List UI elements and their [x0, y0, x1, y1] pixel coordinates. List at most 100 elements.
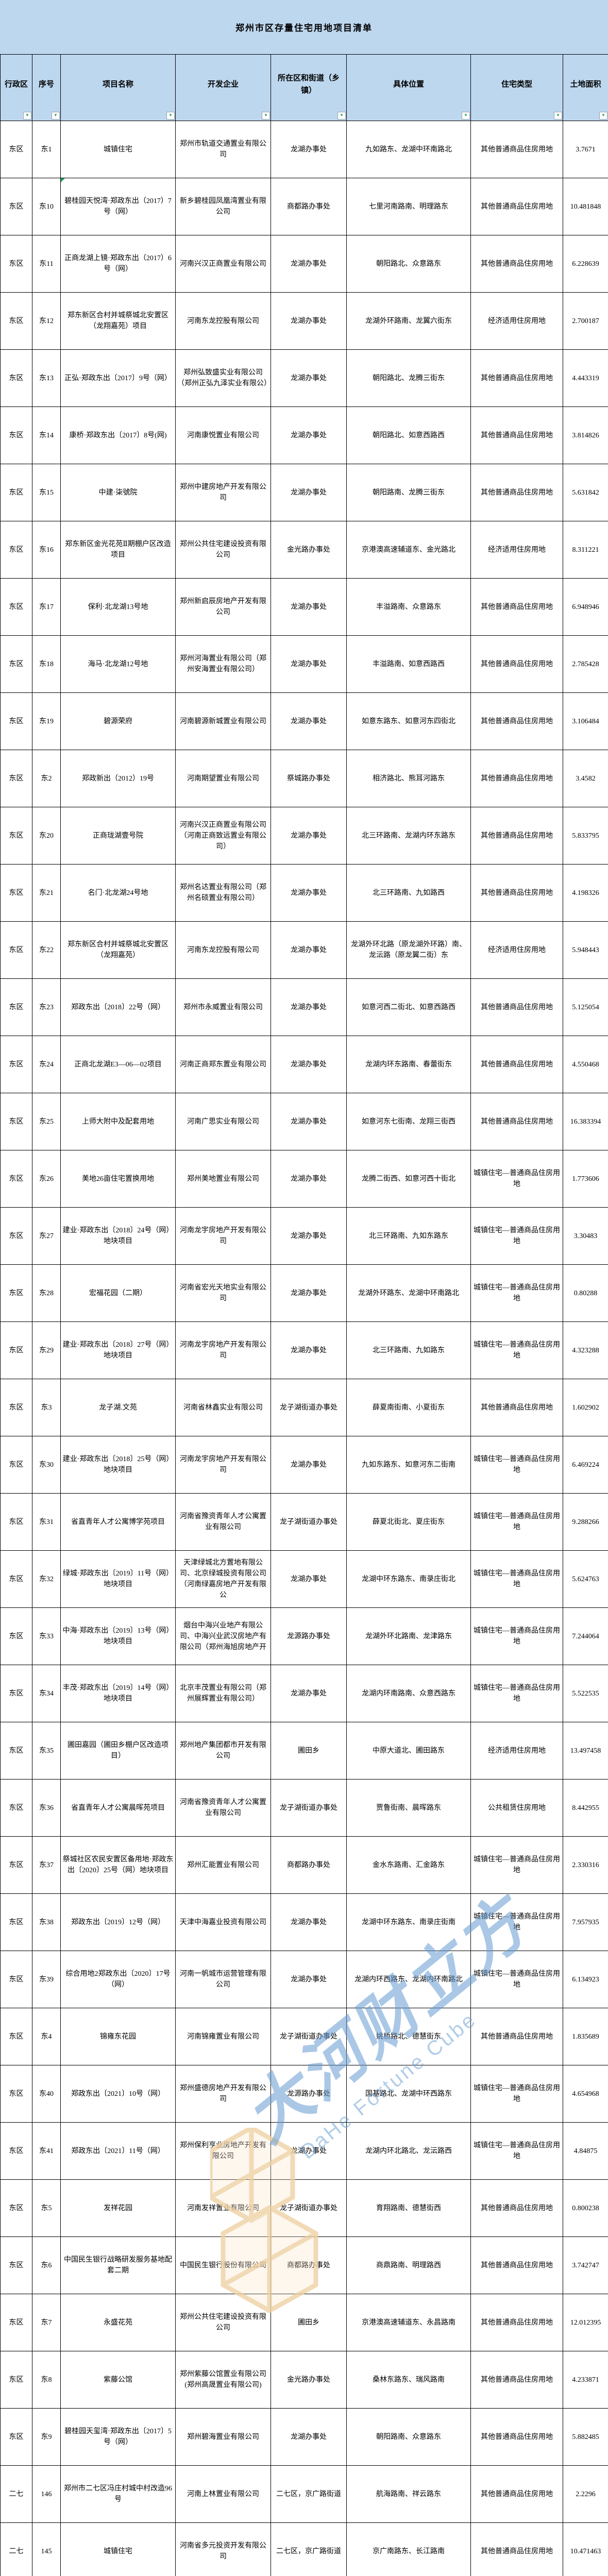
cell-location: 龙湖外环路东、龙湖中环南路北: [346, 1264, 471, 1322]
cell-housing-type: 城镇住宅—普通商品住房用地: [470, 1550, 563, 1608]
cell-land-area: 5.125054: [563, 978, 608, 1036]
cell-project-name: 正商龙湖上镜·郑政东出（2017）6号（网）: [60, 235, 176, 293]
cell-project-name: 绿城·郑政东出〔2019〕11号（网）地块项目: [60, 1550, 176, 1608]
cell-land-area: 5.833795: [563, 807, 608, 865]
cell-project-name: 锦雍东花园: [60, 2008, 176, 2065]
table-row: 东区 东2 郑政新出（2012）19号 河南期望置业有限公司 祭城路办事处 相济路北、熊耳…: [0, 750, 608, 807]
cell-land-area: 0.80288: [563, 1264, 608, 1322]
cell-project-name: 郑政东出〔2019〕12号（网）: [60, 1893, 176, 1951]
cell-land-area: 5.522535: [563, 1665, 608, 1722]
table-row: 东区 东13 正弘·郑政东出〔2017〕9号（网） 郑州弘致盛实业有限公司（郑州正弘九…: [0, 349, 608, 407]
cell-project-name: 海马·北龙湖12号地: [60, 635, 176, 693]
cell-district-street: 圃田乡: [271, 1722, 347, 1780]
cell-district: 东区: [0, 1951, 32, 2008]
cell-land-area: 13.497458: [563, 1722, 608, 1780]
cell-housing-type: 其他普通商品住房用地: [470, 750, 563, 807]
cell-project-name: 上师大附中及配套用地: [60, 1093, 176, 1150]
cell-land-area: 10.471463: [563, 2522, 608, 2576]
table-row: 东区 东28 宏福花园（二期） 河南省宏光天地实业有限公司 龙湖办事处 龙湖外环路东、龙湖…: [0, 1264, 608, 1322]
cell-housing-type: 其他普通商品住房用地: [470, 2179, 563, 2237]
cell-project-name: 碧桂园天玺湾·郑政东出〔2017〕5号（网）: [60, 2408, 176, 2466]
table-row: 东区 东3 龙子湖.文苑 河南省林鑫实业有限公司 龙子湖街道办事处 薛夏南街南、小夏街东其…: [0, 1379, 608, 1436]
filter-dropdown-icon[interactable]: ▼: [462, 112, 470, 120]
column-header-housing-type: 住宅类型 ▼: [470, 54, 563, 121]
cell-district: 东区: [0, 1036, 32, 1093]
table-row: 东区 东38 郑政东出〔2019〕12号（网） 天津中海嘉业投资有限公司 龙湖办事处 龙湖…: [0, 1893, 608, 1951]
table-row: 东区 东26 美地26亩住宅置换用地 郑州美地置业有限公司 龙湖办事处 龙腾二街西、如意河…: [0, 1150, 608, 1208]
cell-location: 丰溢路南、如意西路西: [346, 635, 471, 693]
cell-serial: 东11: [32, 235, 61, 293]
cell-serial: 东20: [32, 807, 61, 865]
cell-housing-type: 城镇住宅—普通商品住房用地: [470, 1607, 563, 1665]
table-row: 东区 东9 碧桂园天玺湾·郑政东出〔2017〕5号（网） 郑州碧海置业有限公司 龙湖办事…: [0, 2408, 608, 2466]
cell-district-street: 龙子湖街道办事处: [271, 1493, 347, 1551]
cell-district-street: 商都路办事处: [271, 178, 347, 235]
cell-land-area: 4.654968: [563, 2065, 608, 2123]
cell-district: 东区: [0, 406, 32, 464]
cell-location: 育翔路南、德慧街西: [346, 2179, 471, 2237]
cell-housing-type: 其他普通商品住房用地: [470, 2408, 563, 2466]
cell-serial: 东30: [32, 1436, 61, 1494]
cell-project-name: 龙子湖.文苑: [60, 1379, 176, 1436]
cell-land-area: 3.30483: [563, 1207, 608, 1265]
cell-location: 中原大道北、圃田路东: [346, 1722, 471, 1780]
cell-land-area: 1.835689: [563, 2008, 608, 2065]
cell-housing-type: 其他普通商品住房用地: [470, 2351, 563, 2409]
cell-serial: 东6: [32, 2236, 61, 2294]
table-row: 东区 东17 保利·北龙湖13号地 郑州新启辰房地产开发有限公司 龙湖办事处 丰溢路南、众…: [0, 578, 608, 636]
cell-developer: 郑州碧海置业有限公司: [175, 2408, 271, 2466]
cell-serial: 东10: [32, 178, 61, 235]
cell-location: 朝阳路北、龙腾三街东: [346, 349, 471, 407]
cell-district-street: 金光路办事处: [271, 2351, 347, 2409]
cell-developer: 郑州盛德房地产开发有限公司: [175, 2065, 271, 2123]
cell-land-area: 1.773606: [563, 1150, 608, 1208]
cell-developer: 河南碧源新城置业有限公司: [175, 692, 271, 750]
cell-housing-type: 其他普通商品住房用地: [470, 235, 563, 293]
filter-dropdown-icon[interactable]: ▼: [337, 112, 346, 120]
cell-location: 航海路南、祥云路东: [346, 2465, 471, 2523]
cell-land-area: 4.323288: [563, 1321, 608, 1379]
cell-district: 东区: [0, 1093, 32, 1150]
cell-housing-type: 城镇住宅—普通商品住房用地: [470, 2065, 563, 2123]
cell-district: 二七: [0, 2522, 32, 2576]
cell-district: 东区: [0, 178, 32, 235]
header-row: 行政区 ▼ 序号 ▼ 项目名称 ▼ 开发企业 ▼ 所在区和街道（乡镇） ▼ 具体位置 ▼ 住宅类型 ▼ 土地…: [0, 54, 608, 121]
cell-land-area: 9.288266: [563, 1493, 608, 1551]
cell-location: 北三环路南、九如东路东: [346, 1207, 471, 1265]
cell-housing-type: 其他普通商品住房用地: [470, 2294, 563, 2351]
cell-location: 北三环路南、龙湖内环东路东: [346, 807, 471, 865]
cell-district-street: 龙湖办事处: [271, 1321, 347, 1379]
cell-developer: 河南兴汉正商置业有限公司: [175, 235, 271, 293]
filter-dropdown-icon[interactable]: ▼: [262, 112, 270, 120]
cell-district: 东区: [0, 2236, 32, 2294]
cell-location: 贾鲁街南、晨晖路东: [346, 1779, 471, 1837]
table-row: 东区 东31 省直青年人才公寓博学苑项目 河南省豫资青年人才公寓置业有限公司 龙子湖街道…: [0, 1493, 608, 1551]
cell-district-street: 龙源路办事处: [271, 1607, 347, 1665]
cell-land-area: 4.84875: [563, 2122, 608, 2180]
cell-land-area: 5.624763: [563, 1550, 608, 1608]
cell-serial: 东22: [32, 921, 61, 979]
cell-district: 东区: [0, 121, 32, 178]
cell-location: 龙湖内环西路东、龙湖内环南路北: [346, 1951, 471, 2008]
cell-district: 东区: [0, 2294, 32, 2351]
filter-dropdown-icon[interactable]: ▼: [166, 112, 175, 120]
cell-district: 东区: [0, 750, 32, 807]
filter-dropdown-icon[interactable]: ▼: [554, 112, 562, 120]
cell-district-street: 龙湖办事处: [271, 864, 347, 922]
filter-dropdown-icon[interactable]: ▼: [23, 112, 31, 120]
cell-land-area: 3.814826: [563, 406, 608, 464]
cell-developer: 河南期望置业有限公司: [175, 750, 271, 807]
cell-location: 七里河南路南、明理路东: [346, 178, 471, 235]
cell-district-street: 商都路办事处: [271, 2236, 347, 2294]
cell-land-area: 5.631842: [563, 464, 608, 521]
cell-district-street: 龙子湖街道办事处: [271, 1379, 347, 1436]
filter-dropdown-icon[interactable]: ▼: [599, 112, 607, 120]
table-row: 东区 东25 上师大附中及配套用地 河南广思实业有限公司 龙湖办事处 如意河东七街南、龙翔…: [0, 1093, 608, 1150]
filter-dropdown-icon[interactable]: ▼: [52, 112, 60, 120]
cell-developer: 天津绿城北方置地有限公司、北京绿城投资有限公司（河南绿嘉房地产开发有限公: [175, 1550, 271, 1608]
table-row: 东区 东34 丰茂·郑政东出〔2019〕14号（网）地块项目 北京丰茂置业有限公司（郑…: [0, 1665, 608, 1722]
cell-district: 东区: [0, 2408, 32, 2466]
cell-location: 龙湖内环北路北、龙沄路西: [346, 2122, 471, 2180]
cell-project-name: 郑政东出〔2018〕22号（网）: [60, 978, 176, 1036]
cell-serial: 东2: [32, 750, 61, 807]
